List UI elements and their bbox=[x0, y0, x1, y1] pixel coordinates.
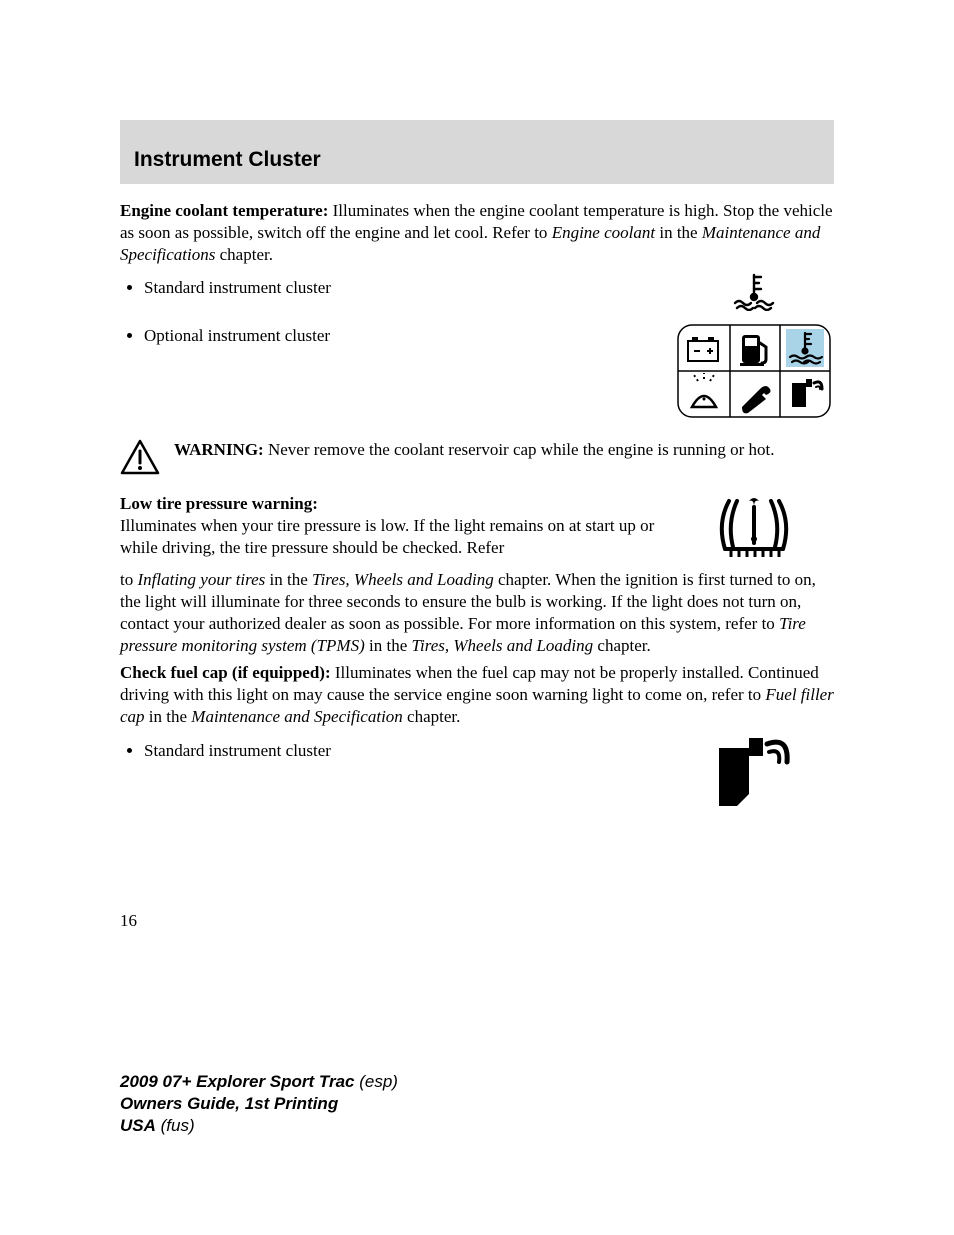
check-fuel-cap-paragraph: Check fuel cap (if equipped): Illuminate… bbox=[120, 662, 834, 727]
engine-coolant-paragraph: Engine coolant temperature: Illuminates … bbox=[120, 200, 834, 265]
warning-text: Never remove the coolant reservoir cap w… bbox=[264, 440, 775, 459]
page-number: 16 bbox=[120, 910, 834, 932]
bullet-standard-cluster: Standard instrument cluster bbox=[144, 277, 664, 299]
section-title: Instrument Cluster bbox=[134, 148, 820, 172]
engine-coolant-lead: Engine coolant temperature: bbox=[120, 201, 328, 220]
footer-region: USA bbox=[120, 1116, 156, 1135]
tpms-icon bbox=[709, 493, 799, 569]
low-tire-intro: Illuminates when your tire pressure is l… bbox=[120, 516, 654, 557]
coolant-bullet-list: Standard instrument cluster Optional ins… bbox=[120, 277, 664, 347]
bullet-standard-cluster-2: Standard instrument cluster bbox=[144, 740, 664, 762]
footer-block: 2009 07+ Explorer Sport Trac (esp) Owner… bbox=[120, 1071, 398, 1137]
low-tire-paragraph: to Inflating your tires in the Tires, Wh… bbox=[120, 569, 834, 656]
footer-guide: Owners Guide, 1st Printing bbox=[120, 1094, 338, 1113]
low-tire-heading: Low tire pressure warning: bbox=[120, 493, 664, 515]
warning-callout: WARNING: Never remove the coolant reserv… bbox=[120, 439, 834, 479]
warning-triangle-icon bbox=[120, 439, 160, 475]
section-header-band: Instrument Cluster bbox=[120, 120, 834, 184]
footer-model: 2009 07+ Explorer Sport Trac bbox=[120, 1072, 355, 1091]
fuel-cap-icon bbox=[709, 734, 799, 810]
fuel-cap-bullet-list: Standard instrument cluster bbox=[120, 740, 664, 762]
coolant-temp-icon bbox=[731, 271, 777, 311]
optional-cluster-panel-icon bbox=[674, 321, 834, 421]
bullet-optional-cluster: Optional instrument cluster bbox=[144, 325, 664, 347]
warning-label: WARNING: bbox=[174, 440, 264, 459]
